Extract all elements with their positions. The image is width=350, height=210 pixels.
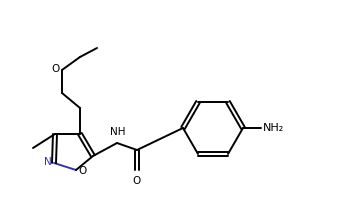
Text: O: O [133, 176, 141, 186]
Text: O: O [78, 166, 86, 176]
Text: NH: NH [110, 127, 126, 137]
Text: N: N [44, 157, 52, 167]
Text: O: O [51, 64, 59, 74]
Text: NH₂: NH₂ [263, 123, 284, 133]
